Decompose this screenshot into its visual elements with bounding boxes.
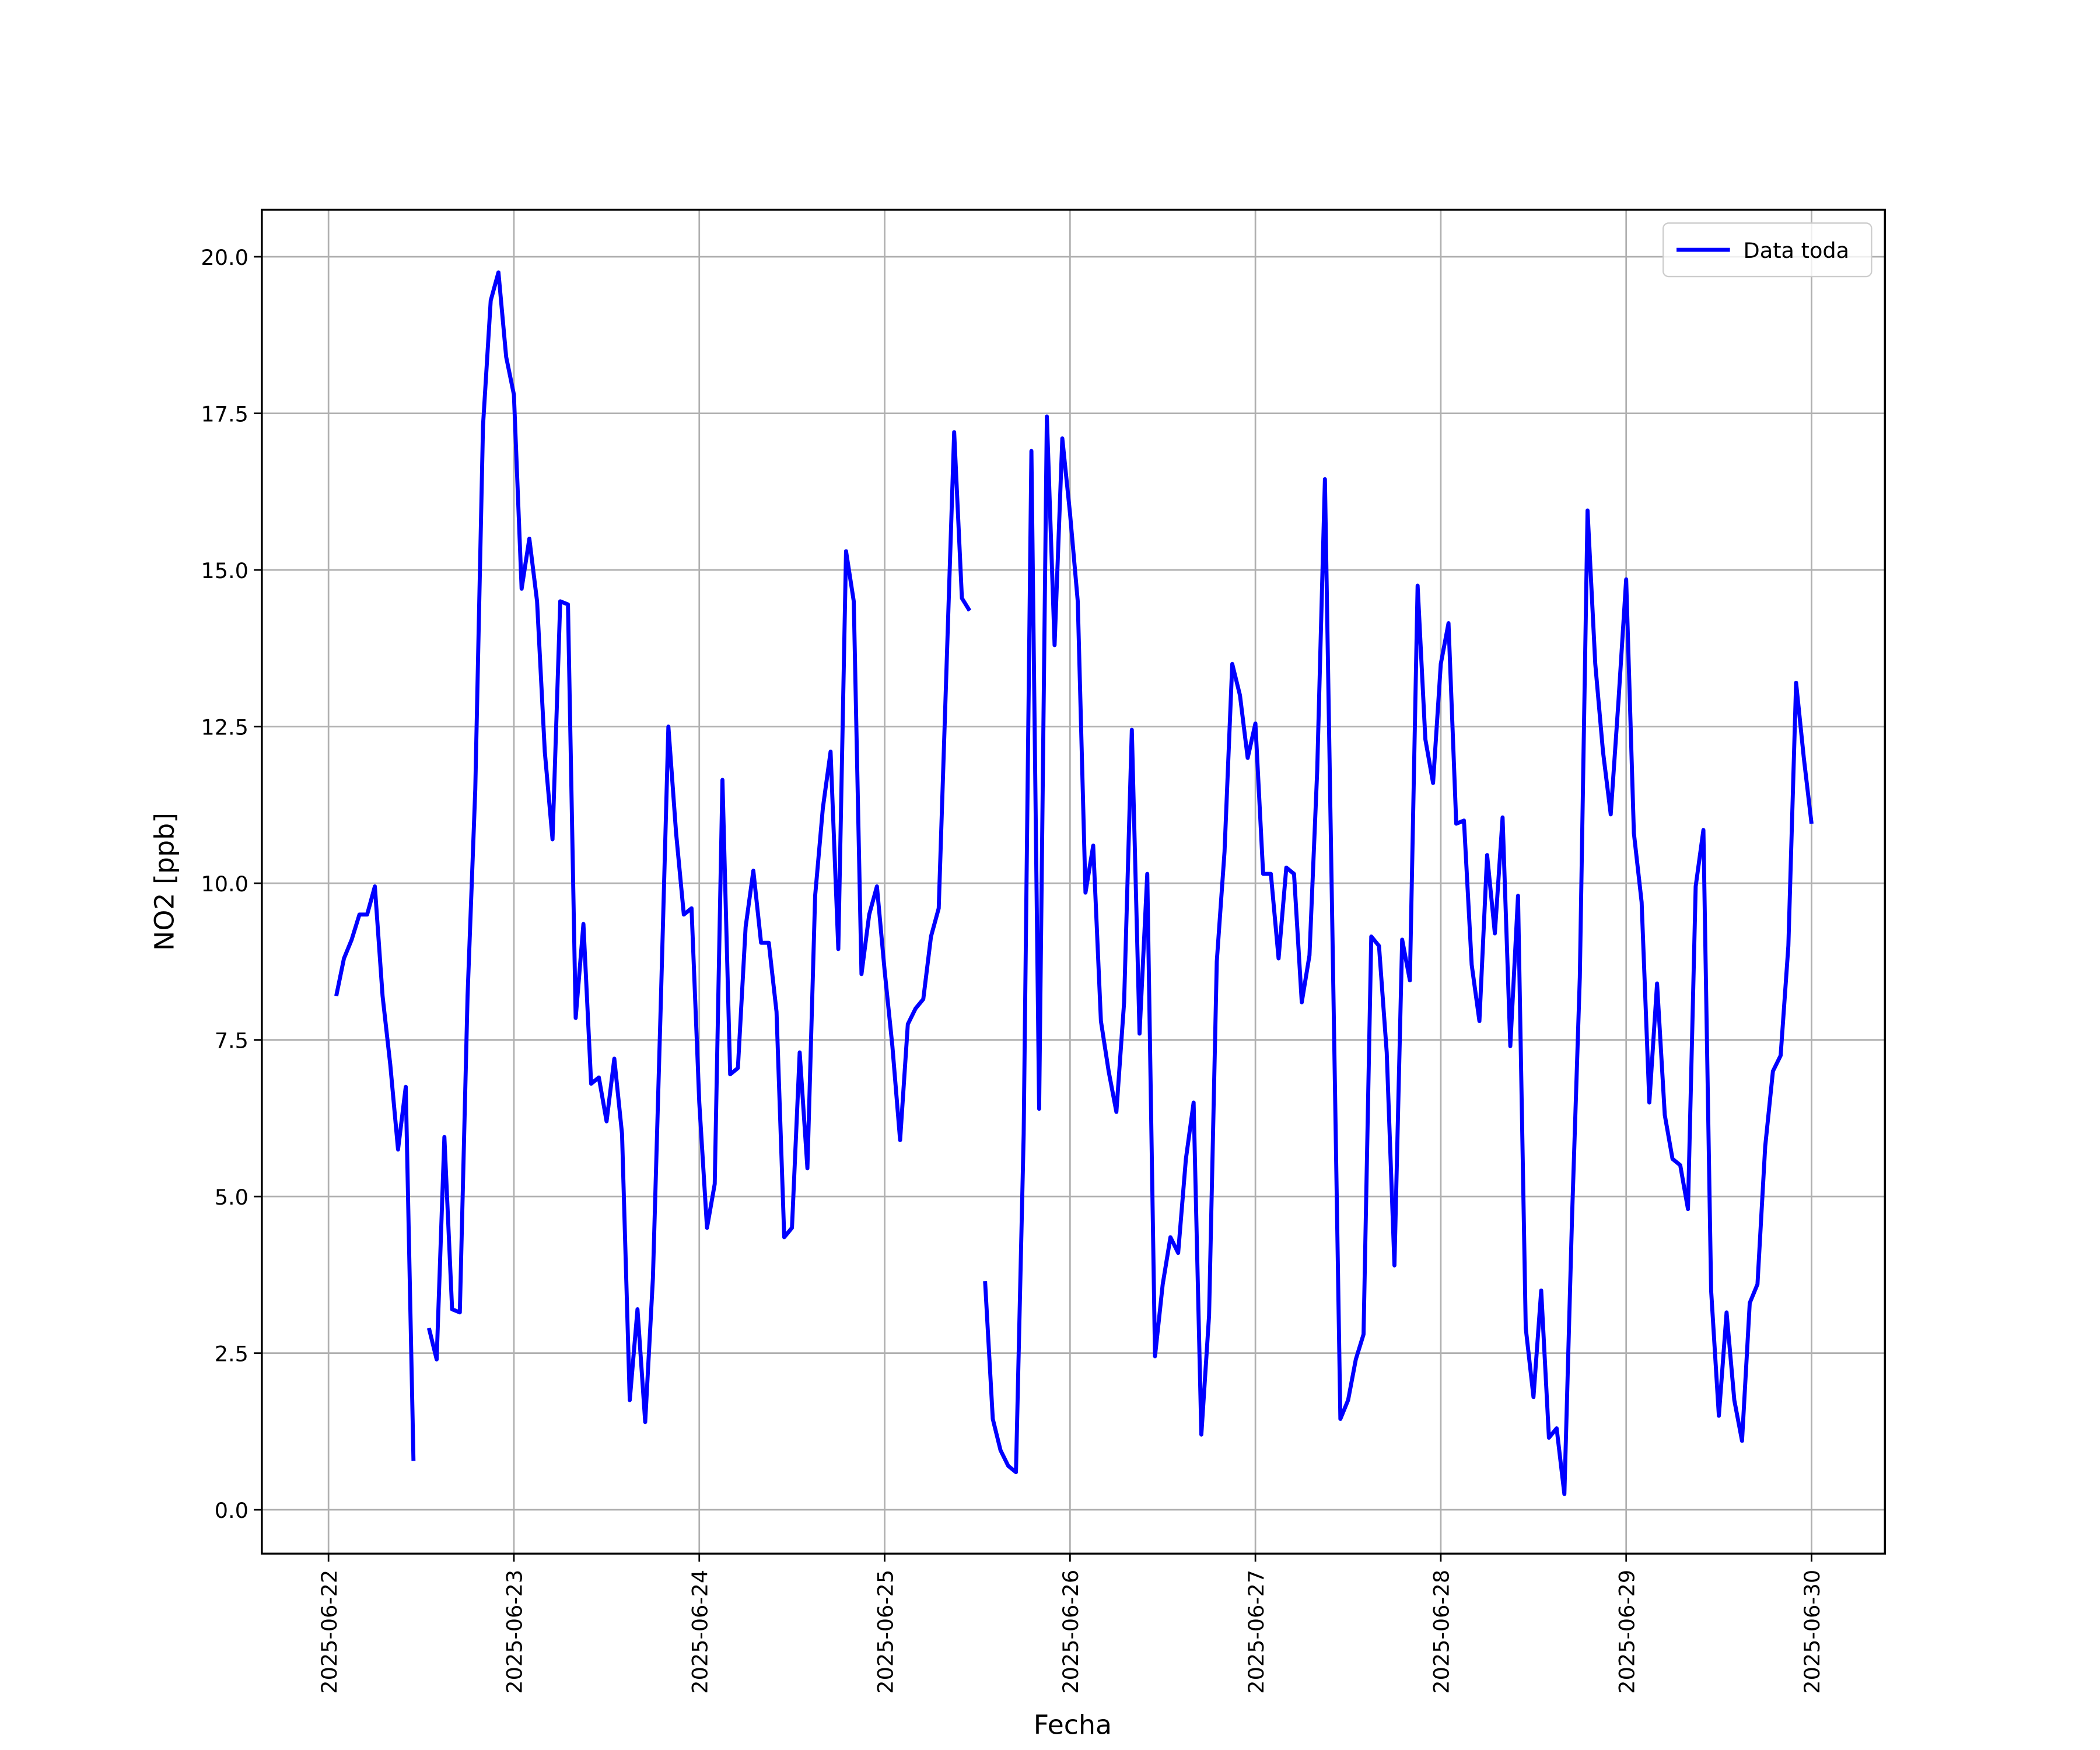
y-tick-label: 17.5 (201, 401, 249, 426)
y-tick-label: 2.5 (215, 1341, 249, 1366)
y-tick-label: 10.0 (201, 872, 249, 897)
y-tick-label: 12.5 (201, 715, 249, 740)
x-tick-label: 2025-06-22 (317, 1570, 342, 1694)
x-tick-label: 2025-06-28 (1429, 1570, 1454, 1694)
y-axis-label: NO2 [ppb] (149, 813, 180, 951)
grid (261, 209, 1885, 1554)
x-tick-label: 2025-06-30 (1800, 1570, 1825, 1694)
y-tick-label: 0.0 (215, 1498, 249, 1523)
x-axis-label: Fecha (1034, 1709, 1112, 1741)
y-tick-label: 15.0 (201, 558, 249, 583)
plot-area (334, 270, 1814, 1496)
y-tick-label: 5.0 (215, 1185, 249, 1210)
axes-frame (261, 208, 1887, 1555)
x-tick-label: 2025-06-29 (1614, 1570, 1639, 1694)
y-tick-label: 7.5 (215, 1028, 249, 1053)
x-tick-label: 2025-06-27 (1244, 1570, 1269, 1694)
legend-label: Data toda (1744, 238, 1850, 263)
x-tick-label: 2025-06-25 (873, 1570, 898, 1694)
x-tick-label: 2025-06-23 (502, 1570, 527, 1694)
legend-box (1662, 222, 1873, 278)
data-line (334, 270, 1814, 1496)
x-tick-label: 2025-06-26 (1058, 1570, 1083, 1694)
y-tick-label: 20.0 (201, 245, 249, 270)
x-tick-label: 2025-06-24 (687, 1570, 712, 1694)
